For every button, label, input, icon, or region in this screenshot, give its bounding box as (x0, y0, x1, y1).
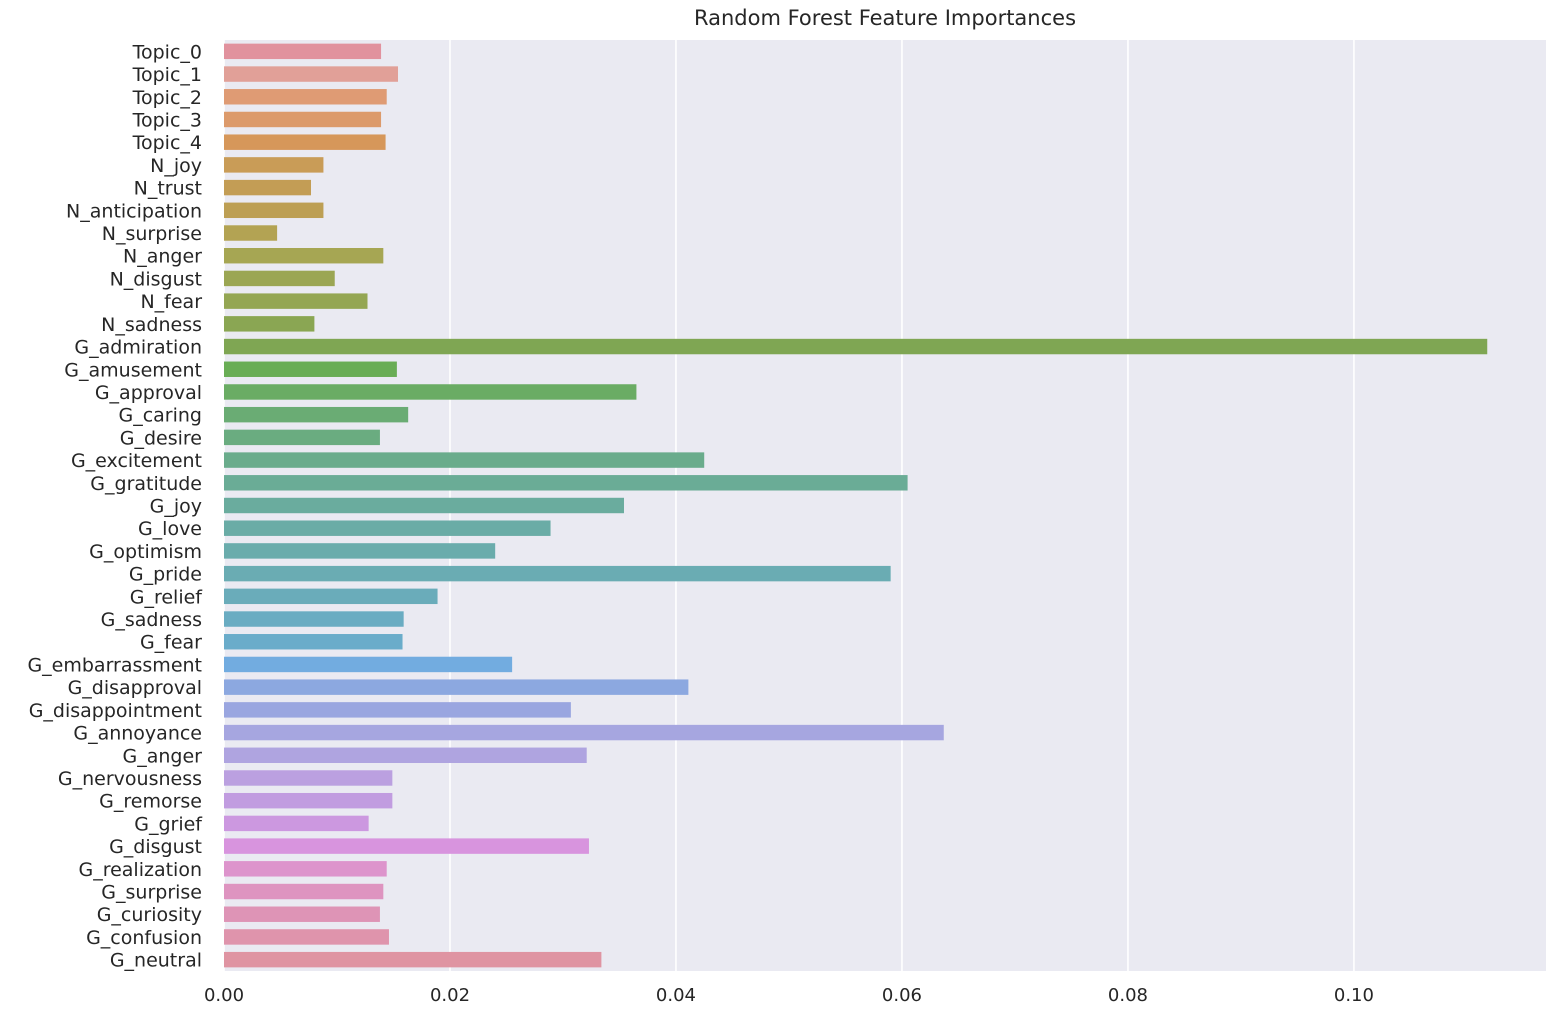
y-tick-label: N_surprise (102, 223, 202, 245)
bar-G_remorse (224, 792, 393, 809)
bar-Topic_4 (224, 134, 386, 150)
bar-N_anticipation (224, 202, 324, 219)
bar-Topic_2 (224, 89, 387, 105)
y-tick-label: N_sadness (101, 314, 202, 336)
bar-G_realization (224, 861, 387, 877)
y-tick-label: G_caring (118, 405, 202, 427)
bar-N_joy (224, 157, 324, 173)
y-tick-label: G_grief (134, 813, 203, 835)
y-tick-label: G_surprise (101, 882, 202, 904)
bar-G_sadness (224, 611, 404, 627)
bar-G_optimism (224, 543, 496, 559)
bar-G_anger (224, 747, 587, 764)
bar-G_surprise (224, 883, 384, 900)
y-tick-label: Topic_2 (132, 87, 202, 109)
x-tick-label: 0.02 (430, 985, 470, 1006)
y-tick-label: G_disapproval (68, 677, 202, 699)
bar-N_fear (224, 293, 368, 309)
bar-G_annoyance (224, 724, 944, 741)
x-tick-label: 0.06 (882, 985, 922, 1006)
bar-G_disgust (224, 838, 589, 854)
bar-G_excitement (224, 452, 705, 468)
x-tick-label: 0.10 (1334, 985, 1374, 1006)
bar-G_neutral (224, 951, 602, 968)
bar-N_sadness (224, 316, 315, 332)
bar-G_approval (224, 384, 637, 400)
y-tick-label: G_sadness (101, 609, 202, 631)
y-tick-label: G_approval (95, 382, 202, 404)
chart-title: Random Forest Feature Importances (693, 6, 1077, 30)
y-tick-label: G_nervousness (58, 768, 202, 790)
y-tick-label: N_anticipation (66, 200, 202, 222)
y-tick-label: N_anger (123, 246, 202, 268)
bar-Topic_0 (224, 43, 382, 60)
bar-Topic_3 (224, 111, 382, 128)
bar-G_admiration (224, 338, 1488, 355)
y-tick-label: N_disgust (110, 268, 202, 290)
x-tick-label: 0.08 (1108, 985, 1148, 1006)
bar-N_disgust (224, 270, 335, 287)
bar-G_caring (224, 406, 409, 423)
bar-G_joy (224, 497, 624, 514)
y-tick-label: G_curiosity (97, 904, 202, 926)
y-tick-label: G_admiration (74, 337, 202, 359)
bar-G_disapproval (224, 679, 689, 695)
bar-G_relief (224, 588, 438, 605)
y-tick-label: G_embarrassment (27, 654, 202, 676)
x-tick-label: 0.00 (204, 985, 244, 1006)
y-tick-label: G_love (138, 518, 202, 540)
bar-G_fear (224, 634, 403, 650)
y-tick-label: G_desire (120, 427, 202, 449)
bars (224, 43, 1488, 968)
bar-G_grief (224, 815, 369, 832)
y-tick-label: G_disgust (109, 836, 202, 858)
y-tick-label: G_pride (129, 564, 202, 586)
y-tick-label: G_annoyance (73, 723, 202, 745)
y-tick-label: G_disappointment (29, 700, 202, 722)
bar-G_confusion (224, 929, 389, 945)
bar-Topic_1 (224, 66, 399, 82)
y-tick-label: G_relief (130, 586, 204, 608)
bar-N_surprise (224, 225, 278, 241)
y-tick-label: G_amusement (64, 359, 202, 381)
y-tick-label: G_anger (123, 745, 203, 767)
bar-G_desire (224, 429, 380, 446)
bar-G_gratitude (224, 475, 908, 491)
y-tick-label: G_fear (140, 632, 202, 654)
y-tick-label: G_confusion (86, 927, 202, 949)
y-tick-label: Topic_3 (132, 109, 202, 131)
y-tick-label: N_fear (140, 291, 202, 313)
x-tick-labels: 0.00 0.02 0.04 0.06 0.08 0.10 (204, 985, 1374, 1006)
bar-G_disappointment (224, 702, 571, 718)
bar-G_curiosity (224, 906, 380, 922)
y-tick-label: N_joy (150, 155, 202, 177)
x-tick-label: 0.04 (656, 985, 696, 1006)
y-tick-label: G_gratitude (90, 473, 202, 495)
y-tick-label: G_excitement (71, 450, 202, 472)
bar-N_anger (224, 247, 384, 264)
y-tick-labels: Topic_0Topic_1Topic_2Topic_3Topic_4N_joy… (27, 41, 203, 971)
y-tick-label: Topic_1 (132, 64, 202, 86)
bar-G_amusement (224, 361, 397, 377)
bar-N_trust (224, 179, 312, 196)
y-tick-label: Topic_4 (132, 132, 202, 154)
y-tick-label: G_optimism (89, 541, 202, 563)
y-tick-label: N_trust (134, 178, 202, 200)
y-tick-label: G_remorse (99, 791, 202, 813)
y-tick-label: G_joy (150, 496, 202, 518)
bar-G_embarrassment (224, 656, 513, 673)
y-tick-label: G_neutral (110, 950, 202, 972)
bar-G_nervousness (224, 770, 393, 786)
bar-G_love (224, 520, 551, 536)
y-tick-label: G_realization (78, 859, 202, 881)
bar-G_pride (224, 565, 891, 582)
y-tick-label: Topic_0 (132, 41, 202, 63)
